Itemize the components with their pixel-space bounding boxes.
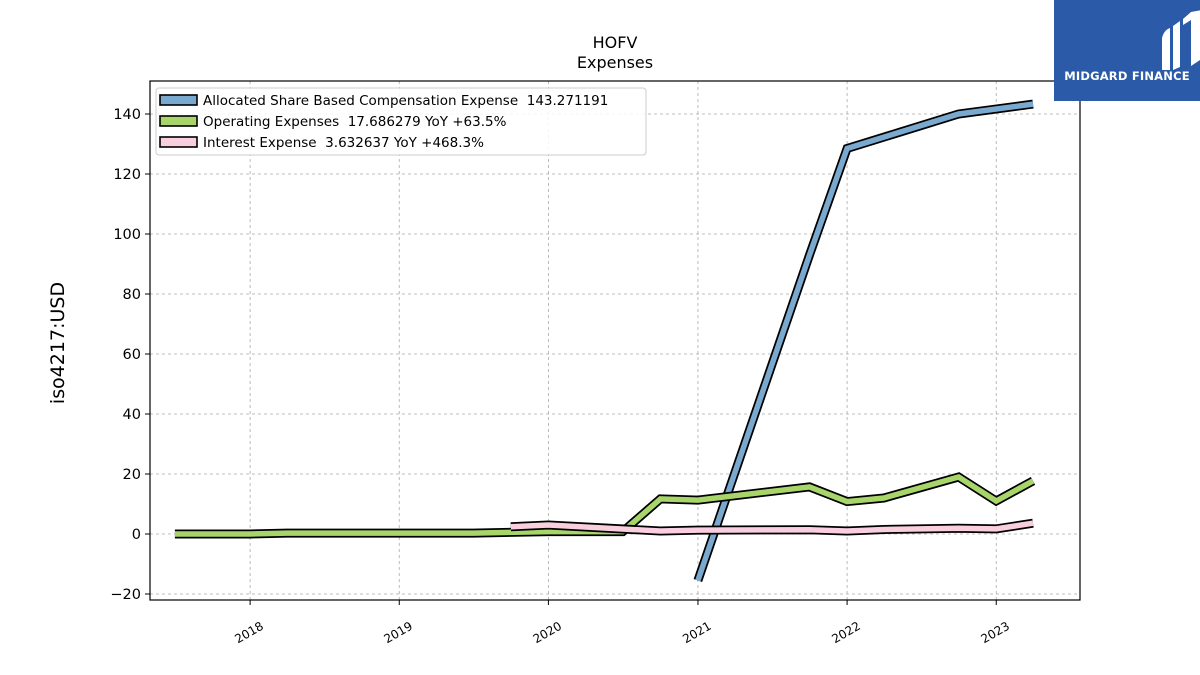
- chart-subtitle: Expenses: [577, 53, 653, 72]
- x-tick-label: 2023: [979, 619, 1012, 646]
- series-line: [695, 101, 1034, 582]
- legend-label: Operating Expenses 17.686279 YoY +63.5%: [203, 114, 507, 130]
- y-tick-label: −20: [110, 587, 141, 603]
- axis-ticks: −20 0 20 40 60 80 100 120 140 2018 2019 2020 2021 202…: [110, 107, 1012, 646]
- legend-label: Allocated Share Based Compensation Expen…: [203, 93, 608, 109]
- y-tick-label: 40: [123, 407, 141, 423]
- midgard-logo-icon: [1162, 10, 1200, 70]
- x-tick-label: 2018: [232, 619, 265, 646]
- legend-box: [155, 87, 647, 156]
- legend-swatch: [159, 115, 198, 127]
- legend-swatch: [159, 136, 198, 148]
- midgard-finance-logo: MIDGARD FINANCE: [1054, 0, 1200, 101]
- y-tick-label: 100: [113, 227, 141, 243]
- y-tick-label: 140: [113, 107, 141, 123]
- y-tick-label: 0: [132, 527, 141, 543]
- y-tick-label: 120: [113, 167, 141, 183]
- chart-title: HOFV: [593, 33, 638, 52]
- y-axis-label: iso4217:USD: [47, 282, 69, 404]
- legend-label: Interest Expense 3.632637 YoY +468.3%: [203, 135, 484, 151]
- grid-lines: [150, 81, 1080, 600]
- series-line-outline: [693, 99, 1034, 582]
- legend-swatch: [159, 94, 198, 106]
- series-line: [174, 474, 1035, 537]
- y-tick-label: 80: [123, 287, 141, 303]
- x-tick-label: 2020: [531, 619, 564, 646]
- plot-frame: [149, 80, 1081, 601]
- logo-text: MIDGARD FINANCE: [1064, 69, 1190, 83]
- x-tick-label: 2022: [829, 619, 862, 646]
- y-tick-label: 20: [123, 467, 141, 483]
- x-tick-label: 2021: [680, 619, 713, 646]
- y-tick-label: 60: [123, 347, 141, 363]
- series-line: [510, 520, 1034, 534]
- x-tick-label: 2019: [382, 619, 415, 646]
- legend: Allocated Share Based Compensation Expen…: [155, 87, 647, 156]
- series-lines: [174, 99, 1036, 582]
